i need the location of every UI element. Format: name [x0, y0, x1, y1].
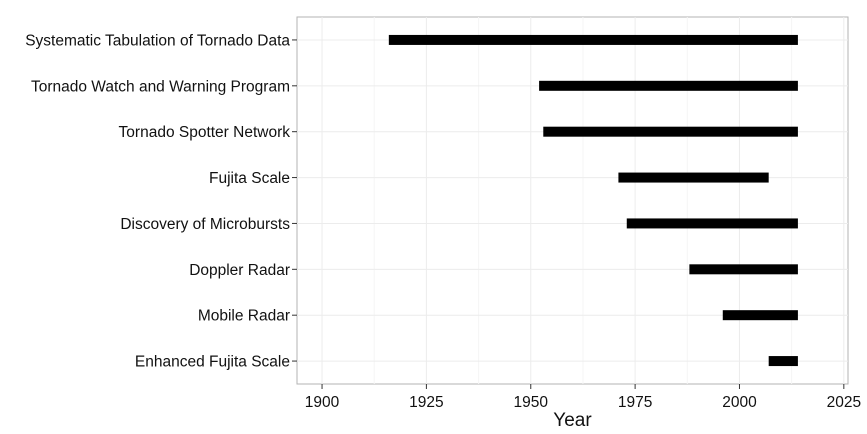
y-tick-label: Enhanced Fujita Scale — [135, 354, 290, 371]
x-tick-label: 2025 — [827, 394, 861, 411]
y-tick-label: Tornado Spotter Network — [119, 124, 291, 141]
timeline-bar — [768, 356, 798, 367]
x-axis-title: Year — [553, 410, 592, 431]
x-tick-label: 2000 — [722, 394, 757, 411]
bar-series — [388, 34, 798, 367]
timeline-bar — [722, 310, 798, 321]
y-tick-label: Fujita Scale — [209, 170, 290, 187]
timeline-bar — [689, 264, 798, 275]
timeline-bar — [626, 218, 798, 229]
y-axis: Systematic Tabulation of Tornado Data Tor… — [25, 32, 297, 371]
timeline-bar — [543, 126, 798, 137]
timeline-bar — [539, 80, 798, 91]
x-tick-label: 1975 — [618, 394, 652, 411]
y-tick-label: Doppler Radar — [189, 262, 290, 279]
x-tick-label: 1925 — [409, 394, 443, 411]
y-tick-label: Discovery of Microbursts — [120, 216, 290, 233]
timeline-bar — [618, 172, 769, 183]
y-tick-label: Systematic Tabulation of Tornado Data — [25, 32, 290, 49]
x-tick-label: 1950 — [514, 394, 549, 411]
y-tick-label: Mobile Radar — [198, 308, 290, 325]
y-tick-label: Tornado Watch and Warning Program — [31, 78, 290, 95]
timeline-bar — [388, 34, 798, 45]
x-axis: 1900 1925 1950 1975 2000 2025 — [305, 384, 861, 411]
x-tick-label: 1900 — [305, 394, 340, 411]
plot-panel — [296, 16, 849, 385]
